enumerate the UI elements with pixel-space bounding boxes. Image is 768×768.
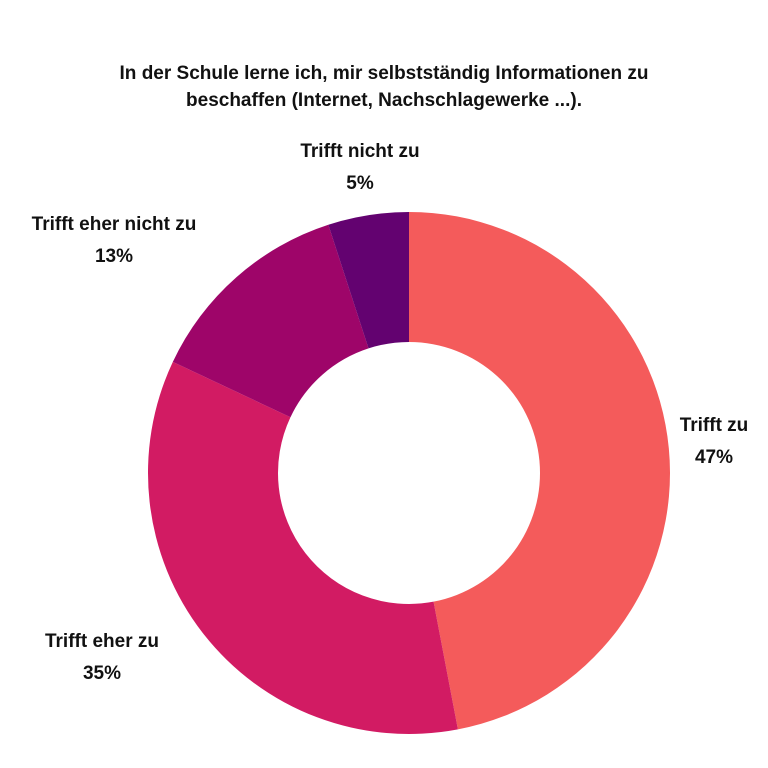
slice-trifft-eher-nicht-zu xyxy=(172,224,369,418)
slice-trifft-eher-zu xyxy=(148,361,458,734)
slice-value-label: 47% xyxy=(695,447,733,468)
slice-label: Trifft eher zu xyxy=(45,631,159,652)
slice-label: Trifft zu xyxy=(680,415,749,436)
slice-label: Trifft nicht zu xyxy=(300,141,419,162)
slice-labels: Trifft zu 47% Trifft eher zu 35% Trifft eher… xyxy=(32,141,749,684)
chart-title-line-1: In der Schule lerne ich, mir selbstständ… xyxy=(119,63,649,84)
slice-trifft-nicht-zu xyxy=(328,212,409,349)
chart-title-line-2: beschaffen (Internet, Nachschlagewerke .… xyxy=(186,90,582,111)
slice-value-label: 13% xyxy=(95,246,133,267)
slice-label: Trifft eher nicht zu xyxy=(32,214,197,235)
donut-slices xyxy=(148,212,670,734)
chart-title: In der Schule lerne ich, mir selbstständ… xyxy=(0,60,768,114)
slice-value-label: 35% xyxy=(83,663,121,684)
slice-value-label: 5% xyxy=(346,173,374,194)
slice-trifft-zu xyxy=(409,212,670,730)
